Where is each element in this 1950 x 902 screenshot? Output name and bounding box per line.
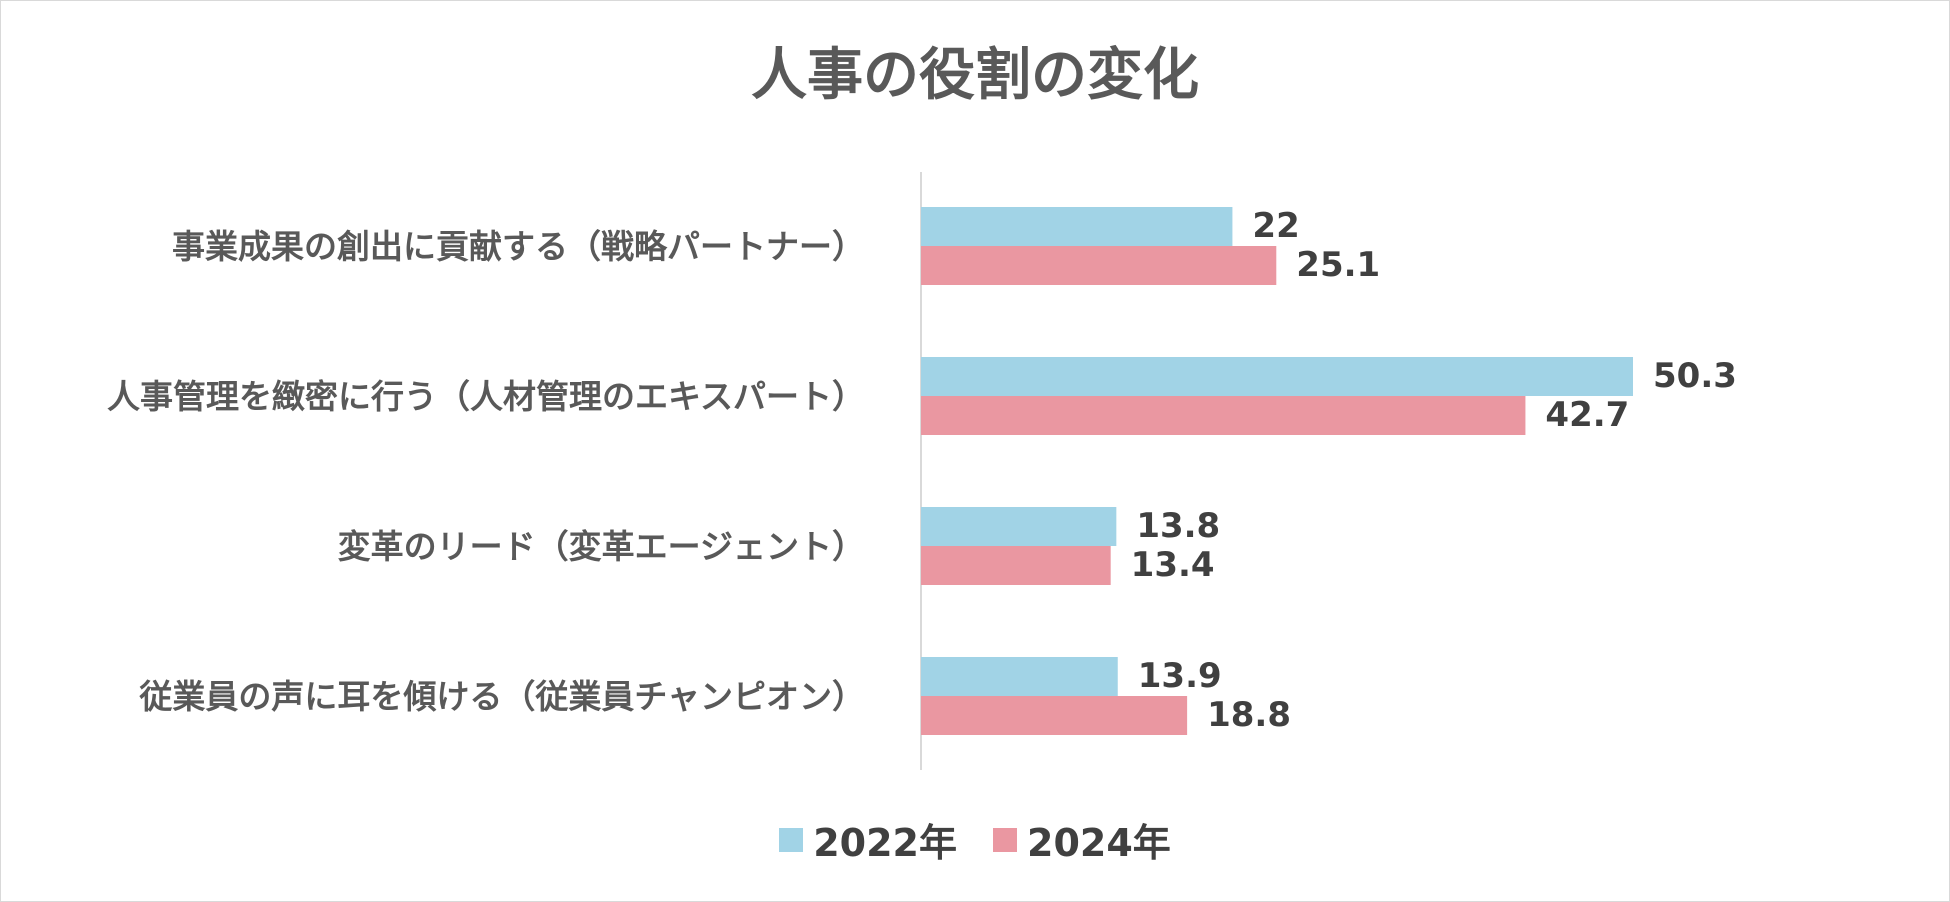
value-label: 13.9 — [1138, 656, 1222, 696]
legend-item-2022: 2022年 — [779, 812, 957, 867]
value-label: 25.1 — [1296, 245, 1380, 285]
legend-label-2024: 2024年 — [1027, 821, 1171, 865]
legend-item-2024: 2024年 — [993, 812, 1171, 867]
bar-2024 — [921, 396, 1526, 435]
legend-swatch-2022 — [779, 827, 804, 852]
legend: 2022年 2024年 — [0, 812, 1950, 867]
value-label: 13.4 — [1131, 545, 1215, 585]
chart-title: 人事の役割の変化 — [751, 43, 1199, 108]
value-label: 13.8 — [1136, 506, 1220, 546]
category-label: 人事管理を緻密に行う（人材管理のエキスパート） — [107, 377, 865, 416]
legend-label-2022: 2022年 — [813, 821, 957, 865]
category-label: 変革のリード（変革エージェント） — [338, 527, 865, 566]
category-label: 事業成果の創出に貢献する（戦略パートナー） — [172, 227, 865, 266]
value-label: 42.7 — [1545, 395, 1629, 435]
bar-2022 — [921, 207, 1233, 246]
bar-2024 — [921, 696, 1188, 735]
bar-2022 — [921, 357, 1633, 396]
value-label: 18.8 — [1207, 695, 1291, 735]
bar-2022 — [921, 507, 1117, 546]
value-label: 22 — [1252, 206, 1299, 246]
category-label: 従業員の声に耳を傾ける（従業員チャンピオン） — [138, 677, 865, 716]
legend-swatch-2024 — [993, 827, 1017, 852]
value-label: 50.3 — [1653, 356, 1737, 396]
bar-2024 — [921, 246, 1277, 285]
bar-2022 — [921, 657, 1118, 696]
bar-2024 — [921, 546, 1111, 585]
